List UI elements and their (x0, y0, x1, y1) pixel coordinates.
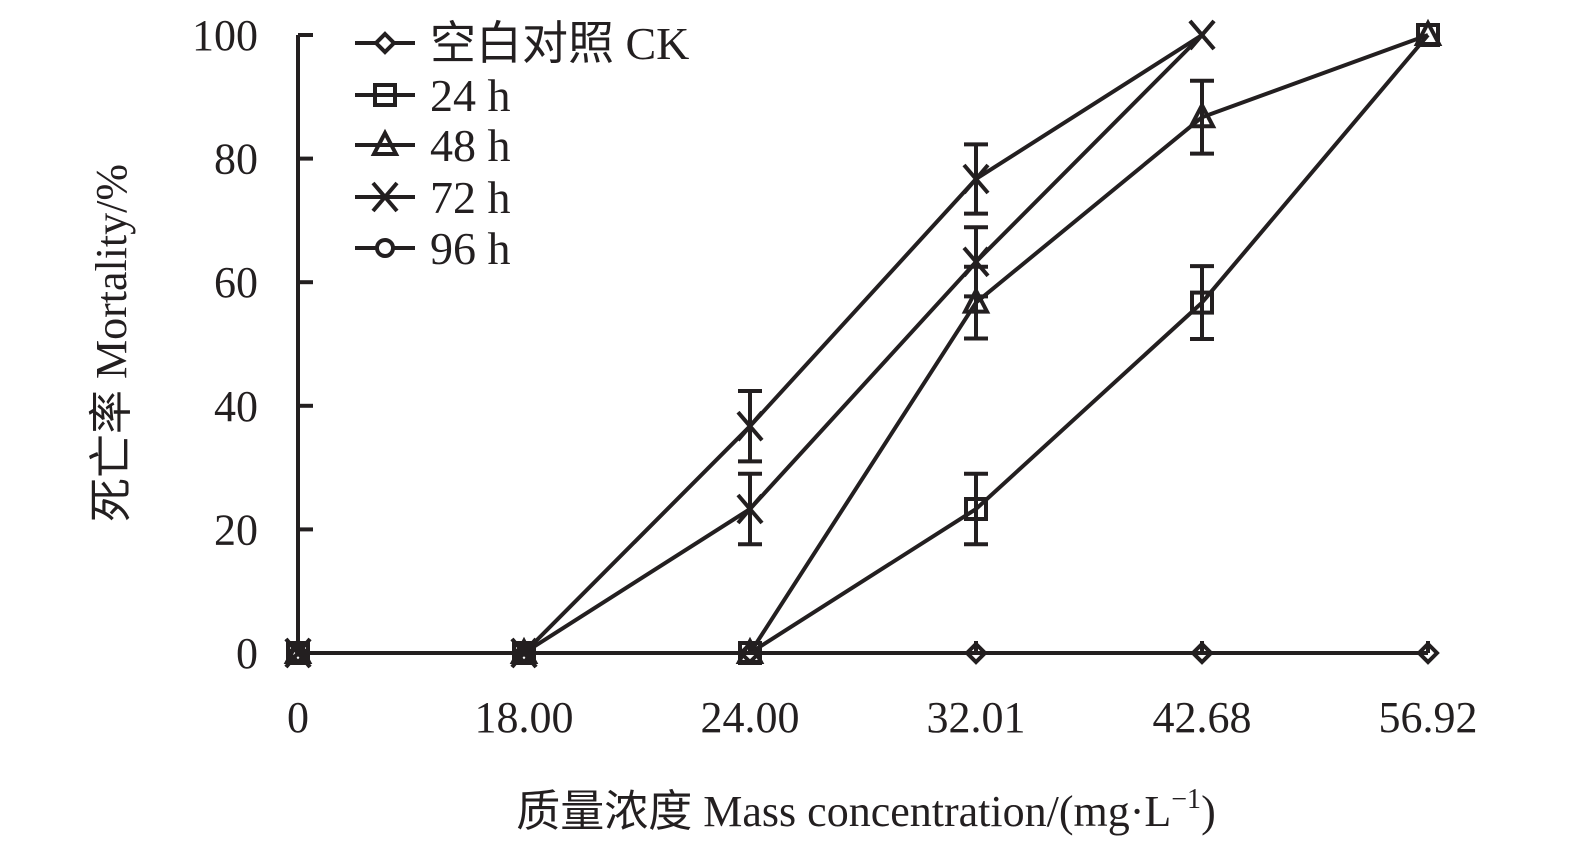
data-point (1187, 100, 1217, 129)
data-point (1188, 19, 1216, 51)
legend-marker-triangle-icon (370, 128, 400, 156)
legend-item: 24 h (355, 70, 511, 121)
data-point (1190, 290, 1214, 315)
x-axis-label-close: ) (1201, 787, 1216, 836)
x-tick-label: 32.01 (927, 693, 1026, 742)
legend-item: 96 h (355, 223, 511, 274)
y-axis-label: 死亡率 Mortality/% (87, 164, 136, 522)
data-point (736, 410, 764, 442)
y-tick-label: 20 (214, 505, 258, 554)
x-tick-label: 18.00 (475, 693, 574, 742)
data-point (1413, 18, 1443, 46)
data-point (964, 497, 988, 522)
legend-label: 96 h (430, 223, 511, 274)
legend-item: 空白对照 CK (355, 18, 689, 69)
x-tick-label: 42.68 (1153, 693, 1252, 742)
error-bar (1190, 78, 1214, 156)
y-tick-label: 80 (214, 135, 258, 184)
legend-marker-diamond-icon (373, 31, 397, 55)
legend-label: 空白对照 CK (430, 18, 689, 69)
error-bar (1190, 264, 1214, 342)
legend-label: 72 h (430, 172, 511, 223)
axes: 0 20 40 60 80 100 0 18.00 24.00 32.01 42.68 56.92 (192, 11, 1478, 742)
legend-label: 48 h (430, 120, 511, 171)
data-point (962, 163, 990, 195)
data-point (736, 493, 764, 525)
data-point (961, 286, 991, 314)
y-tick-label: 0 (236, 629, 258, 678)
x-axis-label: 质量浓度 Mass concentration/(mg·L−1) (516, 784, 1215, 836)
data-point (962, 246, 990, 278)
x-tick-label: 56.92 (1379, 693, 1478, 742)
x-tick-label: 0 (287, 693, 309, 742)
x-axis-label-superscript: −1 (1171, 784, 1201, 815)
series-96-h (284, 19, 1216, 669)
error-bar (964, 471, 988, 547)
legend-marker-circle-icon (375, 238, 395, 258)
legend-marker-square-icon (373, 83, 397, 107)
y-tick-label: 60 (214, 258, 258, 307)
legend-marker-x-icon (371, 181, 399, 213)
legend-label: 24 h (430, 70, 511, 121)
legend-item: 72 h (355, 172, 511, 223)
x-axis-label-main: 质量浓度 Mass concentration/(mg·L (516, 787, 1171, 836)
legend-item: 48 h (355, 120, 511, 171)
y-tick-label: 100 (192, 11, 258, 60)
y-tick-label: 40 (214, 382, 258, 431)
x-tick-label: 24.00 (701, 693, 800, 742)
